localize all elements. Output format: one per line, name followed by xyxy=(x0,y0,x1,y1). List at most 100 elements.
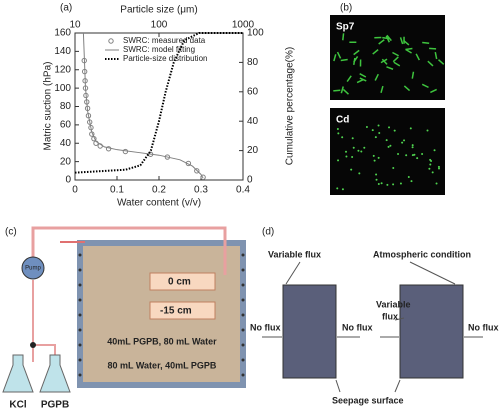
cell xyxy=(386,184,388,186)
cell xyxy=(397,153,399,155)
cell xyxy=(363,147,365,149)
y2-tick-label: 40 xyxy=(247,116,259,127)
x-tick-label: 0.3 xyxy=(194,185,208,196)
x-tick-label: 0 xyxy=(72,185,78,196)
panel-label: (d) xyxy=(262,227,274,238)
cell xyxy=(388,126,390,128)
cell xyxy=(341,136,343,138)
y-tick-label: 60 xyxy=(60,120,72,131)
y-tick-label: 140 xyxy=(54,46,71,57)
layer-label: 40mL PGPB, 80 mL Water xyxy=(107,336,217,346)
cell xyxy=(410,180,412,182)
cell xyxy=(378,157,380,159)
port xyxy=(79,284,82,287)
boundary-label: Seepage surface xyxy=(332,395,404,405)
cell xyxy=(375,136,377,138)
cell xyxy=(403,139,405,141)
image-label: Cd xyxy=(336,115,349,126)
cell xyxy=(386,139,388,141)
boundary-label: flux xyxy=(382,311,398,321)
legend-swatch xyxy=(109,39,113,43)
cell xyxy=(353,147,355,149)
cell xyxy=(428,168,430,170)
port xyxy=(242,329,245,332)
cell xyxy=(412,144,414,146)
boundary-label: Variable flux xyxy=(268,249,321,259)
cell xyxy=(333,90,340,91)
y-tick-label: 0 xyxy=(65,175,71,186)
port xyxy=(79,254,82,257)
cell xyxy=(381,182,383,184)
cell xyxy=(422,42,429,43)
cell xyxy=(436,182,438,184)
cell xyxy=(341,60,348,61)
boundary-label: No flux xyxy=(468,322,499,332)
y-tick-label: 120 xyxy=(54,64,71,75)
cell xyxy=(429,48,436,49)
domain xyxy=(283,285,336,378)
cell xyxy=(429,164,431,166)
valve xyxy=(30,342,36,348)
port xyxy=(242,284,245,287)
cell xyxy=(357,150,359,152)
pump-label: Pump xyxy=(25,266,41,272)
y2-tick-label: 80 xyxy=(247,57,259,68)
cell xyxy=(345,151,347,153)
cell xyxy=(350,169,352,171)
port xyxy=(79,359,82,362)
flask-label: PGPB xyxy=(41,400,69,411)
x-tick-label: 0.4 xyxy=(236,185,250,196)
cell xyxy=(430,160,432,162)
port xyxy=(79,314,82,317)
cell xyxy=(358,172,360,174)
cell xyxy=(345,156,347,158)
cell xyxy=(405,49,412,50)
cell xyxy=(372,129,374,131)
boundary-label: No flux xyxy=(342,322,373,332)
layer-label: 80 mL Water, 40mL PGPB xyxy=(108,360,217,370)
boundary-label: Variable xyxy=(376,299,411,309)
panel-label: (a) xyxy=(60,3,72,14)
cell xyxy=(401,142,403,144)
cell xyxy=(388,146,390,148)
cell xyxy=(352,137,354,139)
tube xyxy=(33,280,55,362)
x2-tick-label: 100 xyxy=(151,20,168,31)
x-tick-label: 0.1 xyxy=(110,185,124,196)
y2-tick-label: 0 xyxy=(247,175,253,186)
y-tick-label: 40 xyxy=(60,138,72,149)
port xyxy=(79,344,82,347)
cell xyxy=(343,33,344,40)
cell xyxy=(378,183,380,185)
depth-label: 0 cm xyxy=(168,277,191,288)
x-axis-label: Water content (v/v) xyxy=(117,198,201,209)
legend-label: SWRC: model fitting xyxy=(123,45,195,54)
cell xyxy=(366,126,368,128)
cell xyxy=(337,128,339,130)
y-tick-label: 20 xyxy=(60,156,72,167)
y2-tick-label: 60 xyxy=(247,86,259,97)
port xyxy=(242,299,245,302)
y2-tick-label: 100 xyxy=(247,28,264,39)
data-point xyxy=(123,149,127,153)
cell xyxy=(400,183,402,185)
flask xyxy=(40,355,70,392)
cell xyxy=(375,174,377,176)
cell xyxy=(412,154,414,156)
legend-label: SWRC: measured data xyxy=(123,36,206,45)
port xyxy=(79,299,82,302)
cell xyxy=(337,132,339,134)
cell xyxy=(432,171,434,173)
port xyxy=(242,314,245,317)
y-tick-label: 80 xyxy=(60,101,72,112)
port xyxy=(242,359,245,362)
cell xyxy=(438,167,440,169)
y2-tick-label: 20 xyxy=(247,145,259,156)
cell xyxy=(410,127,412,129)
cell xyxy=(373,155,375,157)
cell xyxy=(351,156,353,158)
cell xyxy=(337,159,339,161)
image-label: Sp7 xyxy=(336,22,355,33)
